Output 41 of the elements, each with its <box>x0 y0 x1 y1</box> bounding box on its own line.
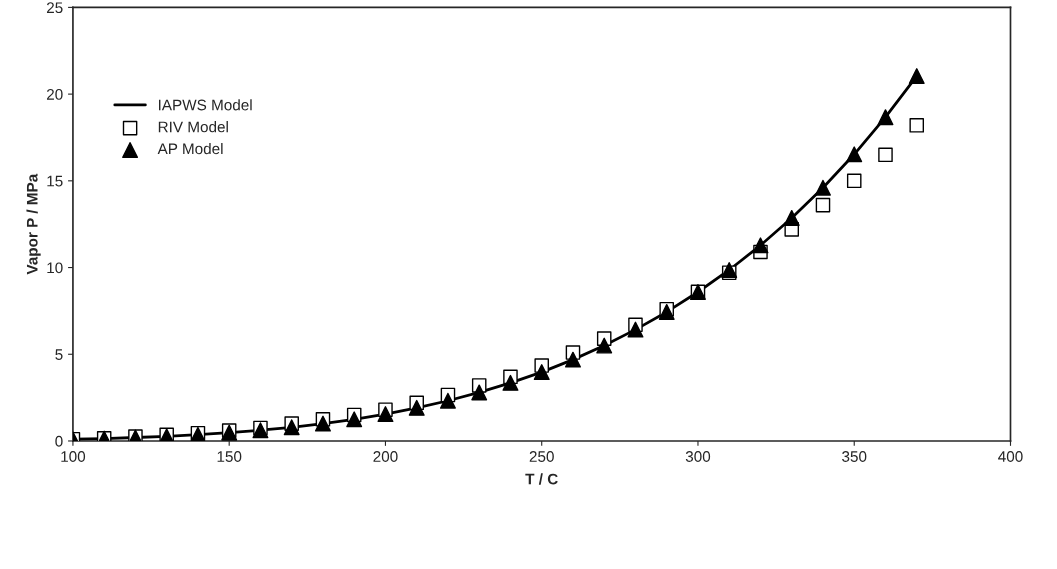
point <box>377 406 394 423</box>
point <box>815 197 831 213</box>
point <box>346 411 363 428</box>
x-tick-label: 400 <box>998 451 1023 462</box>
y-tick-label: 15 <box>47 175 63 187</box>
x-tick-label: 100 <box>61 451 86 462</box>
x-tick-label: 300 <box>685 451 711 462</box>
point <box>502 374 519 391</box>
legend-label: RIV Model <box>158 121 228 133</box>
point <box>752 237 769 254</box>
point <box>721 261 738 278</box>
point <box>877 109 894 126</box>
point <box>596 337 613 354</box>
y-tick-label: 25 <box>46 2 63 14</box>
point <box>846 146 863 163</box>
y-tick-label: 5 <box>55 349 63 360</box>
point <box>846 173 862 189</box>
point <box>533 364 550 381</box>
y-tick-label: 0 <box>55 435 63 447</box>
legend-label: IAPWS Model <box>159 99 252 111</box>
point <box>439 392 456 409</box>
point <box>815 179 831 196</box>
point <box>878 147 893 163</box>
x-tick-label: 350 <box>842 451 867 462</box>
point <box>908 68 925 85</box>
point <box>627 321 644 338</box>
point <box>909 118 925 133</box>
x-tick-label: 200 <box>373 451 398 462</box>
y-tick-label: 20 <box>46 88 63 100</box>
x-axis-title: T / C <box>525 473 558 485</box>
point <box>408 399 425 416</box>
y-tick-label: 10 <box>47 262 63 274</box>
point <box>783 209 800 226</box>
legend-label: AP Model <box>157 142 223 155</box>
point <box>564 351 581 368</box>
y-axis-title: Vapor P / MPa <box>26 173 41 275</box>
point <box>314 415 331 432</box>
point <box>471 384 488 401</box>
x-tick-label: 150 <box>217 451 242 462</box>
point <box>283 419 300 436</box>
x-tick-label: 250 <box>529 451 554 462</box>
